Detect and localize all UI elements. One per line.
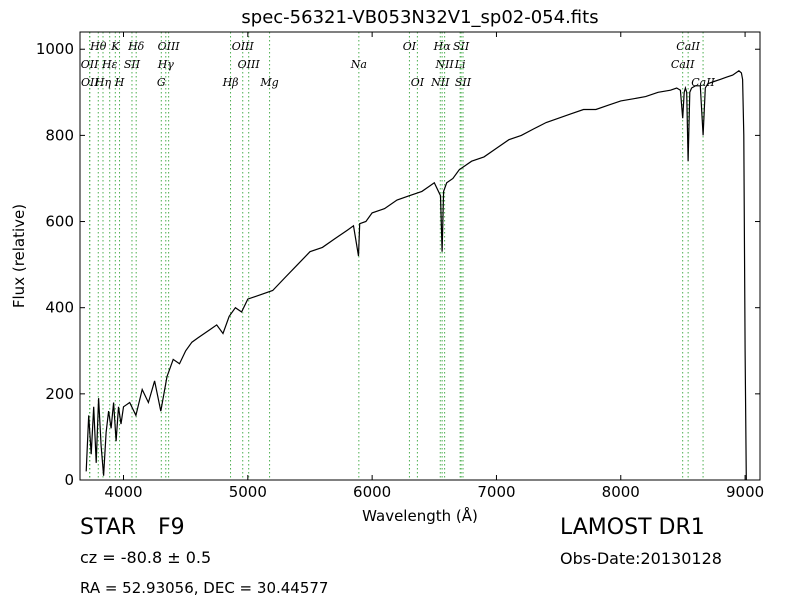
line-marker-label: K — [110, 40, 120, 53]
line-marker-label: OIII — [232, 40, 255, 53]
y-tick-label: 200 — [45, 385, 74, 403]
line-marker-label: Hθ — [89, 40, 107, 53]
plot-frame — [79, 31, 761, 481]
line-marker-label: SII — [453, 40, 470, 53]
line-marker-label: OII — [81, 76, 99, 89]
line-marker-label: Na — [350, 58, 367, 71]
axis-ticks: 4000 5000 6000 7000 8000 9000 0 200 400 600 800 100… — [36, 32, 764, 501]
object-class: STAR — [80, 515, 137, 540]
x-tick-label: 7000 — [477, 483, 515, 501]
line-marker-label: G — [157, 76, 166, 89]
x-tick-label: 9000 — [726, 483, 764, 501]
line-marker-label: CaII — [671, 58, 695, 71]
object-subclass: F9 — [158, 515, 185, 540]
x-tick-label: 5000 — [229, 483, 267, 501]
line-marker-label: H — [114, 76, 125, 89]
observation-date: Obs-Date:20130128 — [560, 549, 722, 568]
x-axis-label: Wavelength (Å) — [362, 506, 478, 525]
line-marker-label: OIII — [238, 58, 261, 71]
x-tick-label: 4000 — [104, 483, 142, 501]
line-marker-label: Hε — [101, 58, 118, 71]
y-tick-label: 0 — [64, 471, 74, 489]
line-marker-label: OIII — [158, 40, 181, 53]
y-axis-label: Flux (relative) — [10, 204, 28, 308]
y-tick-label: 600 — [45, 213, 74, 231]
line-marker-label: Mg — [259, 76, 278, 89]
x-tick-label: 6000 — [353, 483, 391, 501]
spectrum-series — [85, 70, 747, 481]
line-marker-label: OI — [411, 76, 425, 89]
survey-name: LAMOST DR1 — [560, 515, 705, 540]
line-marker-label: OI — [403, 40, 417, 53]
chart-title: spec-56321-VB053N32V1_sp02-054.fits — [241, 7, 598, 28]
line-marker-label: Hδ — [127, 40, 145, 53]
sky-coordinates: RA = 52.93056, DEC = 30.44577 — [80, 579, 329, 597]
line-marker-label: Hγ — [157, 58, 175, 71]
line-marker-label: Hη — [94, 76, 112, 89]
y-tick-label: 1000 — [36, 40, 74, 58]
line-marker-label: NII — [434, 58, 454, 71]
redshift-cz: cz = -80.8 ± 0.5 — [80, 548, 212, 567]
x-tick-label: 8000 — [602, 483, 640, 501]
y-tick-label: 800 — [45, 126, 74, 144]
line-marker-label: Hβ — [222, 76, 239, 89]
line-marker-label: Hα — [433, 40, 452, 53]
line-marker-label: SII — [455, 76, 472, 89]
y-tick-label: 400 — [45, 299, 74, 317]
line-marker-label: NII — [430, 76, 450, 89]
spectrum-line — [85, 70, 747, 481]
line-marker-label: CaII — [676, 40, 700, 53]
line-marker-label: SII — [124, 58, 141, 71]
line-marker-label: Li — [454, 58, 466, 71]
